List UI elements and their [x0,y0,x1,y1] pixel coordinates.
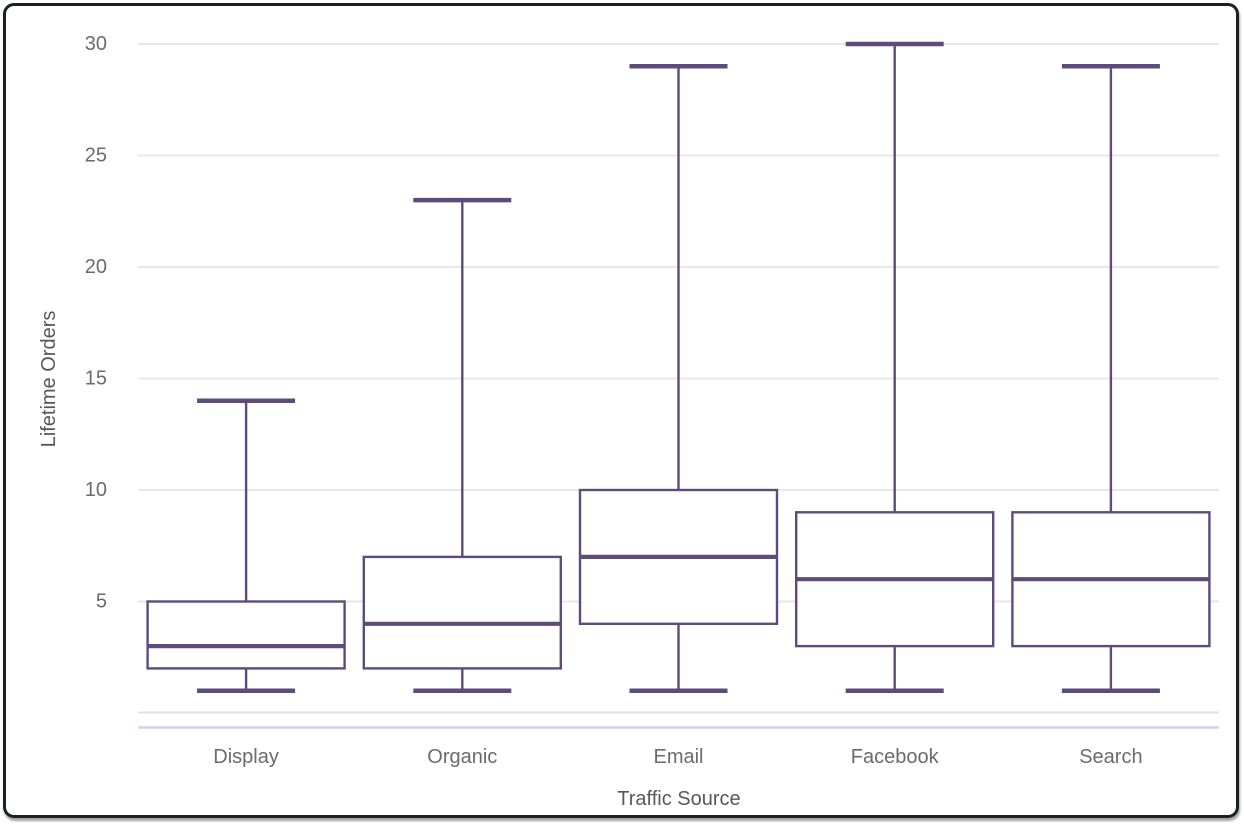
axis-tick-labels: 5 10 15 20 25 30 Display Organic Email Facebook Se… [85,33,1143,768]
x-tick-label-display: Display [213,746,279,768]
y-tick-label-25: 25 [85,145,107,167]
x-tick-label-facebook: Facebook [851,746,940,768]
box-plot-facebook[interactable] [795,41,995,693]
x-tick-label-search: Search [1079,746,1142,768]
x-axis-title: Traffic Source [617,788,740,810]
y-tick-label-5: 5 [96,591,107,613]
axis-lines [138,711,1219,729]
iqr-box-display[interactable] [146,600,346,670]
y-tick-label-15: 15 [85,368,107,390]
y-axis-title: Lifetime Orders [38,311,60,448]
box-series [146,41,1211,693]
y-tick-label-30: 30 [85,33,107,55]
iqr-box-organic[interactable] [362,555,562,670]
y-tick-label-20: 20 [85,256,107,278]
box-plot-email[interactable] [578,64,779,693]
x-tick-label-organic: Organic [427,746,497,768]
box-plot-display[interactable] [146,398,346,693]
y-tick-label-10: 10 [85,479,107,501]
box-plot-search[interactable] [1011,64,1211,693]
x-tick-label-email: Email [653,746,703,768]
box-plot-organic[interactable] [362,197,562,693]
